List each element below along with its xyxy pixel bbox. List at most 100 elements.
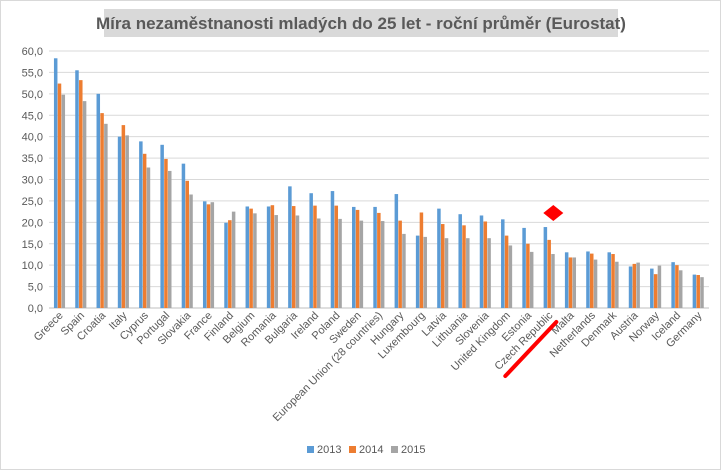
bar: [504, 235, 509, 308]
bar: [675, 265, 679, 308]
bar: [479, 215, 484, 308]
bar: [185, 180, 189, 308]
y-tick-label: 0,0: [28, 303, 43, 315]
bar: [164, 158, 168, 308]
bar: [181, 163, 186, 308]
legend-swatch: [349, 446, 356, 453]
bar: [593, 259, 598, 308]
bar: [692, 274, 697, 308]
bars: [53, 58, 704, 309]
bar: [437, 208, 441, 308]
bar: [96, 93, 101, 308]
bar: [650, 268, 654, 308]
bar: [160, 144, 164, 308]
bar: [334, 205, 339, 308]
legend-label: 2013: [317, 444, 341, 456]
bar: [529, 251, 534, 308]
y-axis-ticks: 0,0 5,0 10,0 15,0 20,0 25,0 30,0 35,0 40,0 45,0 50…: [22, 46, 43, 315]
bar: [678, 270, 683, 308]
bar: [253, 213, 257, 308]
y-tick-label: 50,0: [22, 89, 43, 101]
bar: [611, 254, 615, 308]
chart-title: Míra nezaměstnanosti mladých do 25 let -…: [96, 14, 626, 33]
bar: [632, 263, 637, 308]
bar: [586, 251, 590, 308]
y-tick-label: 35,0: [22, 153, 43, 165]
bar: [402, 233, 406, 308]
bar: [355, 209, 360, 308]
bar: [139, 141, 143, 308]
bar: [53, 58, 58, 309]
bar: [628, 266, 633, 308]
bar: [522, 227, 526, 308]
bar: [295, 215, 300, 308]
bar: [189, 194, 193, 308]
bar: [104, 123, 108, 308]
bar: [249, 208, 253, 308]
y-tick-label: 20,0: [22, 217, 43, 229]
bar: [125, 135, 129, 308]
y-tick-label: 10,0: [22, 260, 43, 272]
bar: [75, 70, 79, 309]
bar: [462, 225, 466, 308]
y-tick-label: 5,0: [28, 282, 43, 294]
x-axis-ticks: GreeceSpainCroatiaItalyCyprusPortugalSlo…: [32, 309, 705, 424]
bar: [547, 239, 551, 308]
bar: [146, 167, 151, 308]
bar: [607, 252, 611, 308]
bar: [526, 243, 530, 308]
bar: [636, 262, 640, 308]
bar: [245, 206, 250, 308]
bar: [568, 257, 573, 308]
bar: [210, 202, 215, 308]
bar: [653, 274, 658, 308]
bar: [309, 193, 313, 308]
legend-label: 2015: [401, 444, 425, 456]
bar: [657, 265, 662, 308]
y-tick-label: 60,0: [22, 46, 43, 58]
bar: [487, 238, 491, 308]
bar: [313, 205, 317, 308]
legend-swatch: [307, 446, 314, 453]
bar: [57, 83, 62, 308]
bar: [444, 238, 449, 308]
y-tick-label: 40,0: [22, 132, 43, 144]
y-tick-label: 55,0: [22, 67, 43, 79]
y-tick-label: 45,0: [22, 110, 43, 122]
bar: [330, 191, 335, 308]
bar: [274, 215, 278, 308]
y-tick-label: 15,0: [22, 239, 43, 251]
bar: [338, 218, 342, 308]
bar: [228, 220, 232, 308]
bar: [508, 245, 513, 308]
bar: [266, 206, 271, 308]
bar: [100, 113, 104, 308]
bar: [224, 222, 228, 308]
bar: [394, 194, 399, 308]
bar: [615, 261, 619, 308]
bar: [121, 125, 126, 308]
bar: [398, 220, 402, 308]
bar: [288, 186, 292, 308]
bar: [501, 219, 505, 308]
bar: [117, 136, 122, 308]
bar: [415, 235, 420, 308]
legend-label: 2014: [359, 444, 383, 456]
bar: [419, 212, 424, 308]
legend-swatch: [391, 446, 398, 453]
bar: [380, 221, 385, 308]
bar: [543, 227, 548, 308]
bar: [270, 205, 275, 308]
annotations: [503, 205, 564, 378]
bar: [352, 206, 356, 308]
bar: [696, 275, 700, 308]
bar: [231, 211, 236, 308]
bar: [466, 238, 470, 308]
bar: [377, 212, 381, 308]
bar: [458, 214, 462, 308]
bar: [61, 94, 66, 308]
bar: [167, 170, 172, 308]
bar: [590, 253, 594, 308]
bar: [564, 252, 569, 308]
